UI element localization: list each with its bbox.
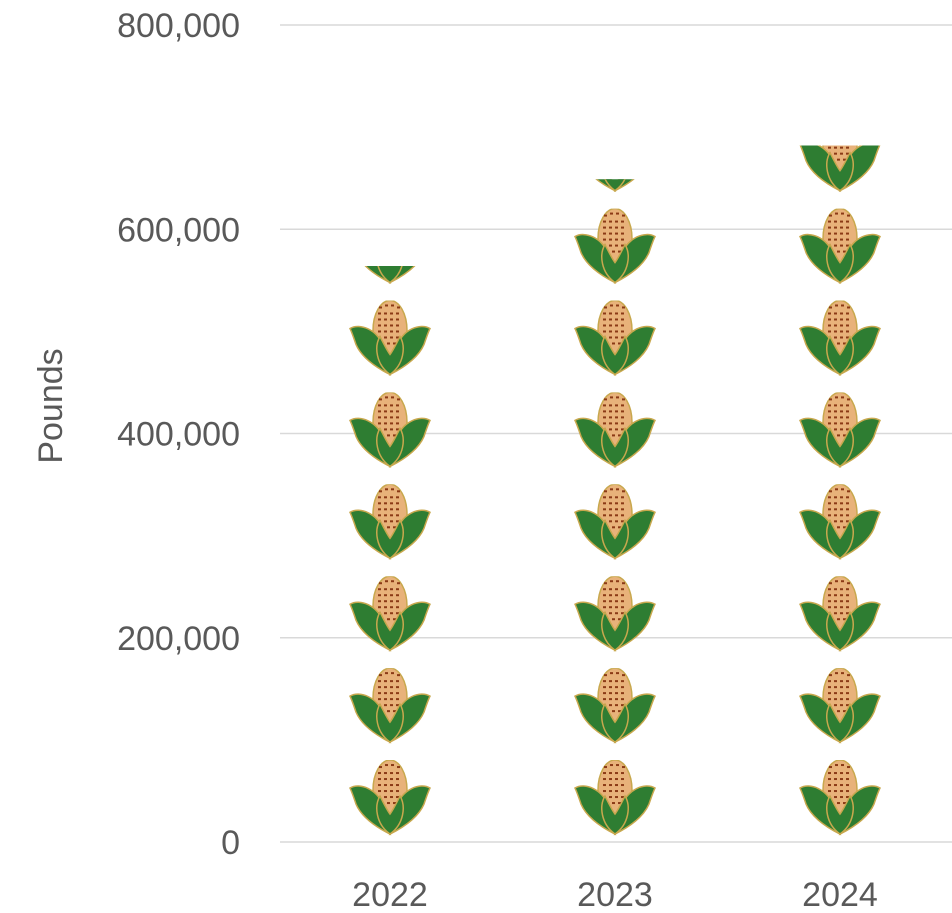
x-tick-label: 2024	[802, 876, 878, 913]
corn-cob-icon	[799, 300, 881, 376]
corn-cob-icon	[349, 392, 431, 468]
corn-cob-icon	[574, 300, 656, 376]
corn-cob-icon	[574, 392, 656, 468]
y-axis-title: Pounds	[32, 348, 70, 463]
y-tick-label: 200,000	[117, 620, 240, 658]
corn-cob-icon	[574, 668, 656, 743]
bar-2023	[574, 179, 656, 835]
corn-cob-icon	[799, 392, 881, 468]
corn-cob-icon	[799, 668, 881, 743]
corn-cob-icon	[799, 208, 881, 284]
corn-cob-icon	[574, 484, 656, 560]
y-tick-label: 0	[221, 824, 240, 862]
x-tick-label: 2022	[352, 876, 428, 913]
corn-cob-icon	[349, 484, 431, 560]
corn-cob-icon	[574, 208, 656, 284]
corn-cob-icon	[799, 484, 881, 560]
y-tick-label: 800,000	[117, 7, 240, 45]
corn-cob-icon	[799, 760, 881, 835]
x-tick-label: 2023	[577, 876, 653, 913]
corn-cob-icon	[349, 300, 431, 376]
bar-2024	[799, 145, 881, 835]
corn-cob-icon	[574, 179, 656, 192]
corn-cob-icon	[349, 668, 431, 743]
y-axis-tick-labels: 0 200,000 400,000 600,000 800,000	[117, 7, 240, 862]
corn-cob-icon	[799, 576, 881, 651]
y-tick-label: 400,000	[117, 416, 240, 454]
y-tick-label: 600,000	[117, 211, 240, 249]
corn-cob-icon	[349, 576, 431, 651]
corn-cob-icon	[349, 760, 431, 835]
corn-cob-icon	[574, 760, 656, 835]
corn-cob-icon	[799, 145, 881, 192]
corn-cob-icon	[574, 576, 656, 651]
corn-cob-icon	[349, 266, 431, 284]
x-axis-tick-labels: 2022 2023 2024	[352, 876, 878, 913]
pictograph-bars	[349, 145, 881, 835]
bar-2022	[349, 266, 431, 835]
